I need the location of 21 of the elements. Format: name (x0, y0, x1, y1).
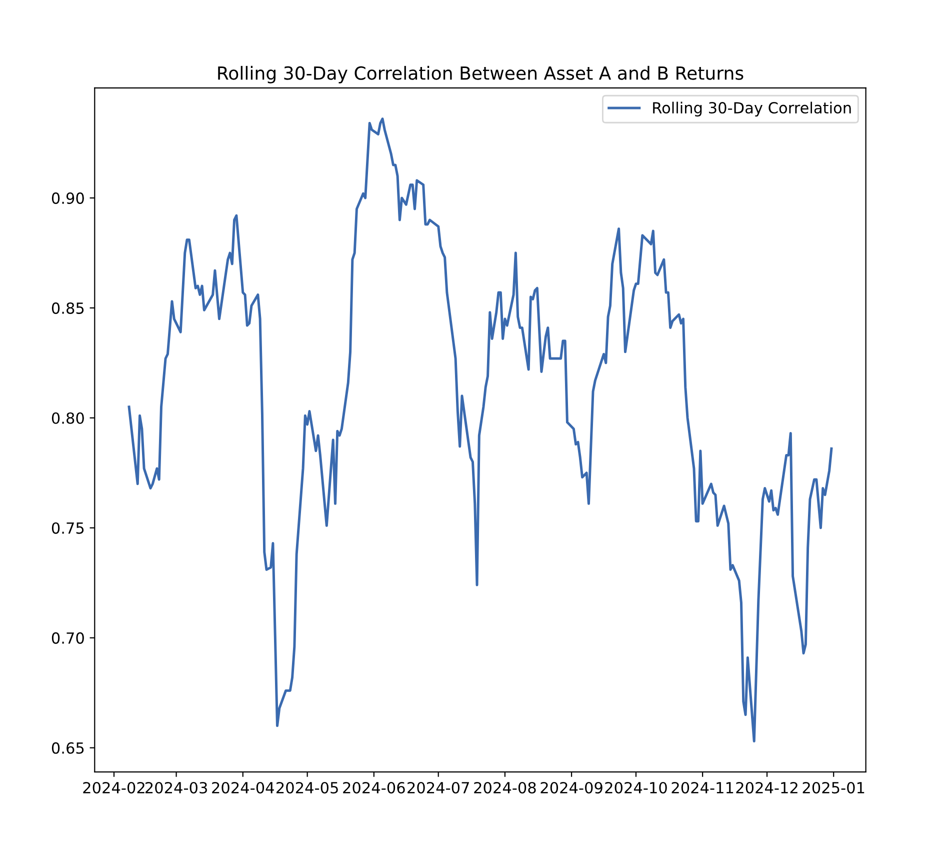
x-tick-label: 2024-12 (736, 782, 798, 794)
y-tick-label: 0.75 (52, 522, 84, 534)
y-tick-label: 0.70 (52, 632, 84, 644)
y-tick-label: 0.90 (52, 192, 84, 204)
y-tick-label: 0.65 (52, 742, 84, 754)
x-tick-label: 2024-02 (83, 782, 144, 794)
x-tick-label: 2024-08 (474, 782, 536, 794)
legend-label: Rolling 30-Day Correlation (653, 102, 851, 117)
x-tick-label: 2024-07 (408, 782, 469, 794)
x-tick-label: 2024-05 (276, 782, 338, 794)
x-tick-label: 2024-04 (212, 782, 274, 794)
x-tick-label: 2024-10 (605, 782, 667, 794)
y-tick-label: 0.85 (52, 302, 84, 314)
chart-title: Rolling 30-Day Correlation Between Asset A and B Returns (218, 66, 744, 84)
x-tick-label: 2025-01 (802, 782, 864, 794)
x-tick-label: 2024-03 (145, 782, 207, 794)
line-series (128, 118, 833, 742)
x-tick-label: 2024-09 (540, 782, 602, 794)
x-tick-label: 2024-11 (672, 782, 734, 794)
x-tick-label: 2024-06 (343, 782, 405, 794)
y-tick-label: 0.80 (52, 412, 84, 424)
